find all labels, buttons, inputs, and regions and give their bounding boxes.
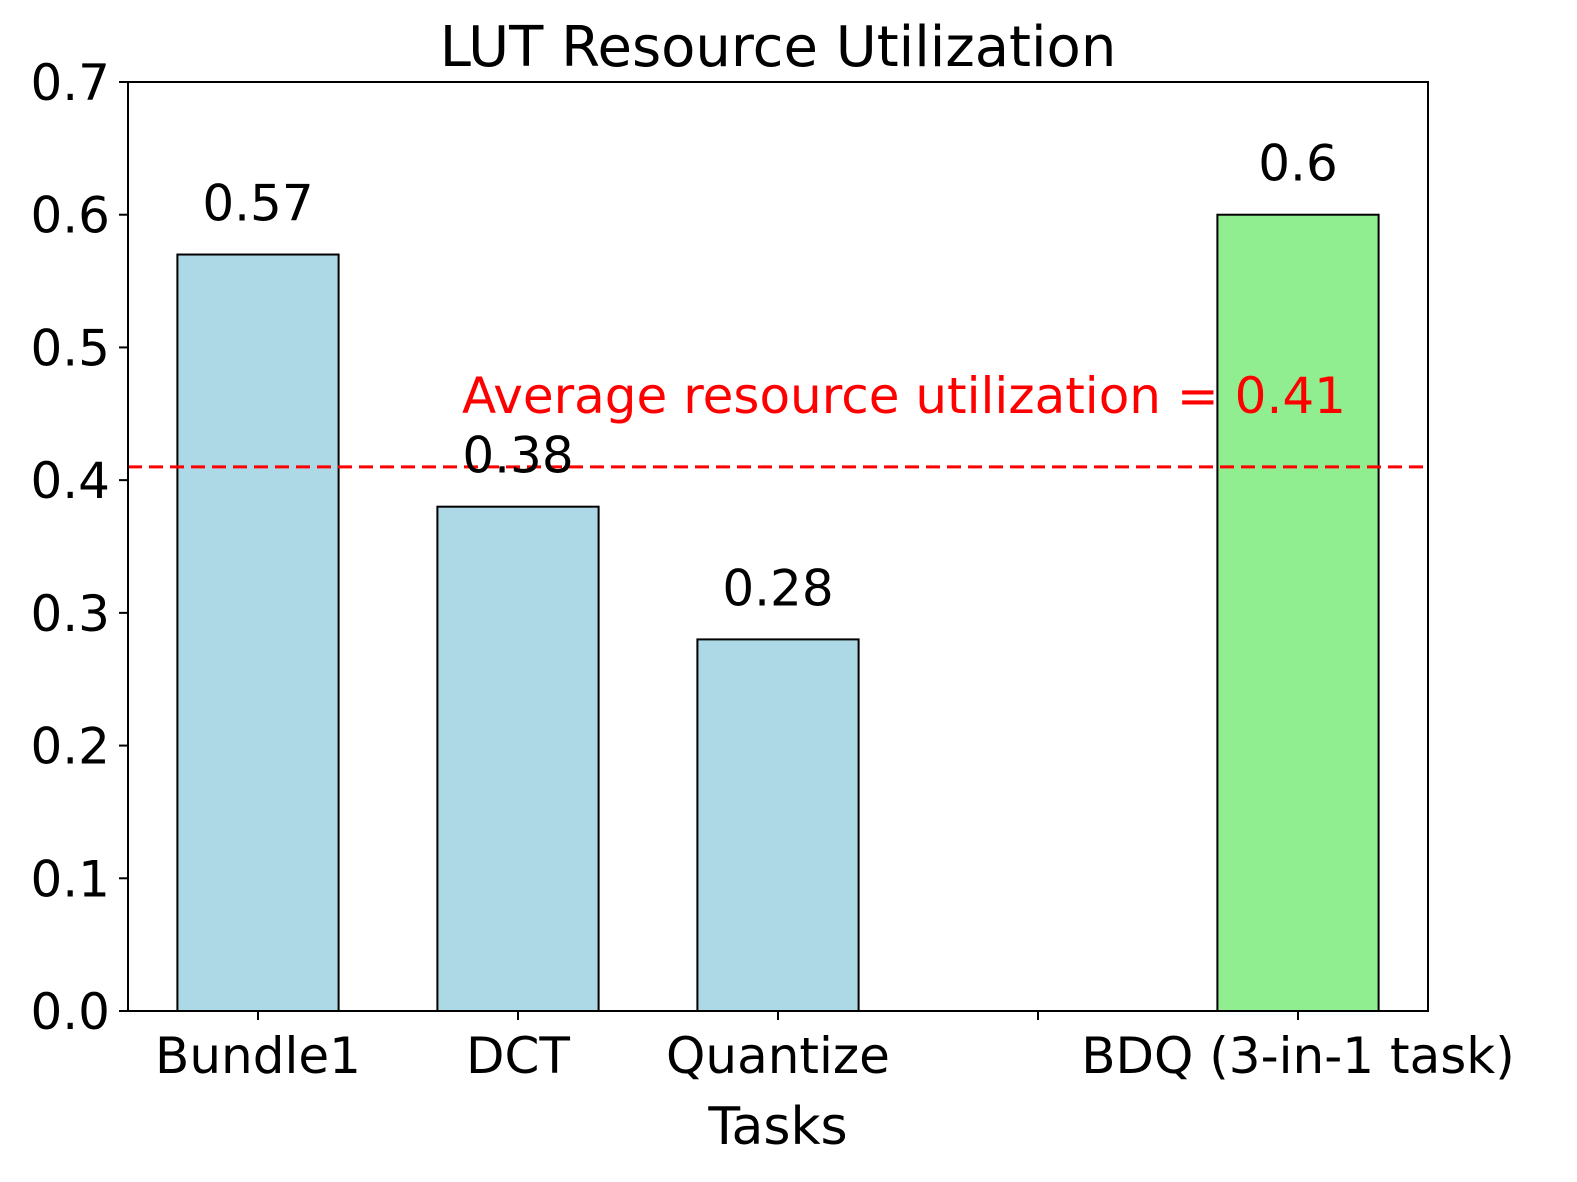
bar-value-label-4: 0.6 (1258, 135, 1338, 193)
bar-value-label-1: 0.38 (462, 427, 573, 485)
y-tick-label-7: 0.7 (30, 54, 110, 112)
x-tick-label-2: Quantize (666, 1027, 890, 1085)
bar-value-labels: 0.57 0.38 0.28 0.6 (202, 135, 1337, 618)
bars-layer (176, 213, 1380, 1013)
y-tick-label-0: 0.0 (30, 983, 110, 1041)
y-tick-label-5: 0.5 (30, 319, 110, 377)
y-tick-label-2: 0.2 (30, 718, 110, 776)
bar-value-label-2: 0.28 (722, 559, 833, 617)
y-tick-label-3: 0.3 (30, 585, 110, 643)
bar-1 (436, 505, 600, 1012)
bar-2 (696, 638, 860, 1013)
y-axis-ticks: 0.0 0.1 0.2 0.3 0.4 0.5 0.6 0.7 (30, 54, 128, 1041)
x-axis-ticks: Bundle1 DCT Quantize BDQ (3-in-1 task) (155, 1011, 1515, 1085)
bar-0 (176, 253, 340, 1012)
bar-value-label-0: 0.57 (202, 175, 313, 233)
x-tick-label-0: Bundle1 (155, 1027, 361, 1085)
y-tick-label-6: 0.6 (30, 187, 110, 245)
x-tick-label-4: BDQ (3-in-1 task) (1081, 1027, 1515, 1085)
chart-title: LUT Resource Utilization (440, 15, 1117, 80)
average-reference-label: Average resource utilization = 0.41 (462, 367, 1346, 425)
x-axis-label: Tasks (707, 1097, 847, 1157)
y-tick-label-1: 0.1 (30, 850, 110, 908)
reference-line-layer: Average resource utilization = 0.41 (128, 367, 1428, 469)
y-tick-label-4: 0.4 (30, 452, 110, 510)
bar-4 (1216, 213, 1380, 1012)
x-tick-label-1: DCT (466, 1027, 570, 1085)
